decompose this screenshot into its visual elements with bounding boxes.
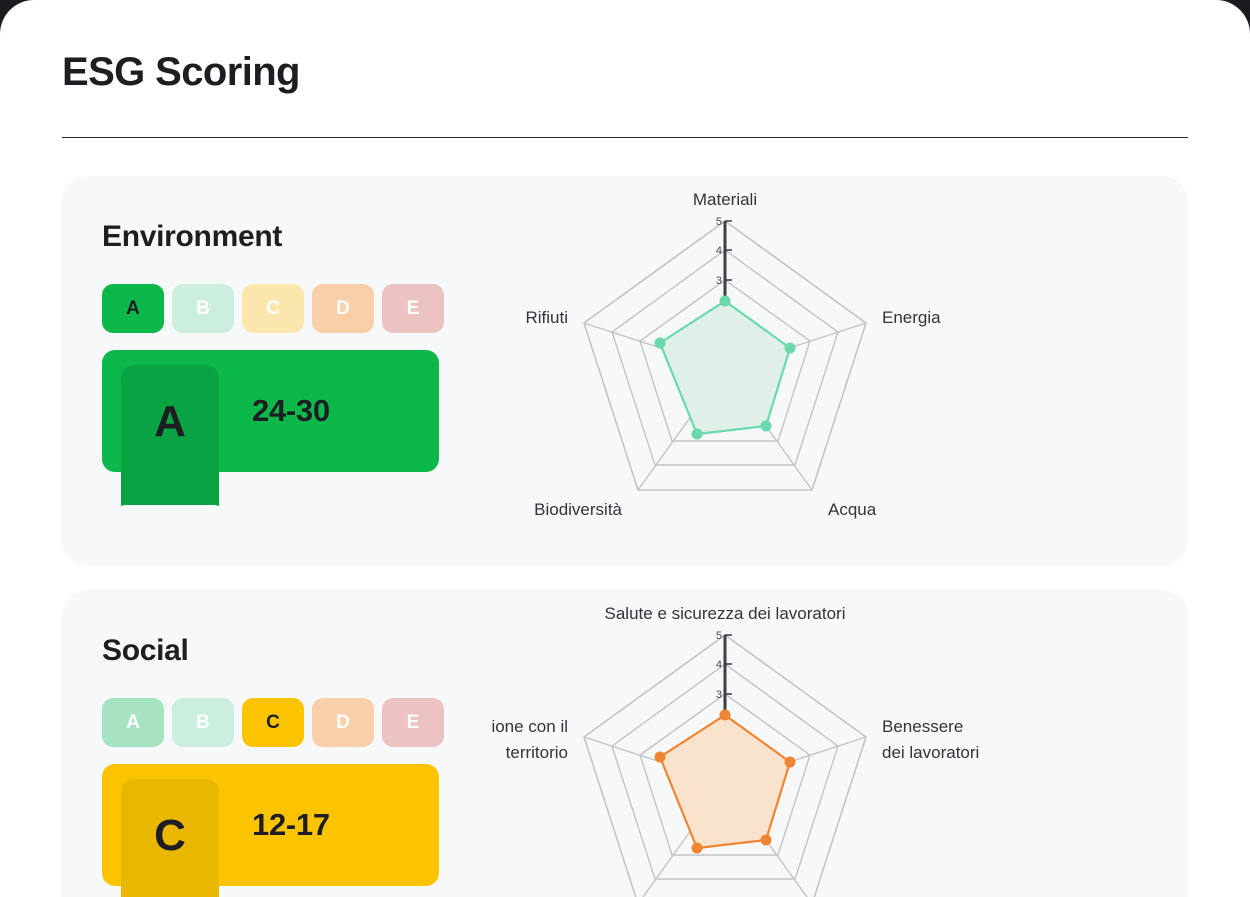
grade-pill-d[interactable]: D [312,698,374,747]
grade-pill-b[interactable]: B [172,284,234,333]
data-point-benessere [784,756,796,768]
page-header: ESG Scoring [0,0,1250,94]
data-point-energia [784,342,796,354]
grade-pill-b[interactable]: B [172,698,234,747]
data-point-materiali [719,295,731,307]
data-point-relazione-territorio [654,751,666,763]
social-score-range: 12-17 [252,807,330,842]
environment-title: Environment [102,220,283,253]
env-tick-4: 4 [716,245,722,257]
radar-axis-labels: Salute e sicurezza dei lavoratori Beness… [492,604,979,762]
axis-label-biodiversita: Biodiversità [534,500,622,519]
grade-pill-e[interactable]: E [382,284,444,333]
social-score-banner: C 12-17 [102,764,439,897]
social-card-left: Social A B C D E C 12-17 [62,590,492,897]
data-point-biodiversita [691,428,703,440]
grade-pill-d[interactable]: D [312,284,374,333]
axis-label-materiali: Materiali [693,190,757,209]
grade-pill-e[interactable]: E [382,698,444,747]
soc-tick-3: 3 [716,689,722,701]
social-title: Social [102,634,189,667]
data-point-acqua [760,420,772,432]
social-grade-row: A B C D E [102,698,492,747]
grade-pill-c[interactable]: C [242,698,304,747]
page-title: ESG Scoring [62,50,301,94]
axis-label-salute-sicurezza: Salute e sicurezza dei lavoratori [605,604,846,623]
environment-score-range: 24-30 [252,393,330,428]
axis-label-energia: Energia [882,308,941,327]
radar-series-social [654,709,796,854]
section-card-list: Environment A B C D E A 24-30 [0,138,1250,897]
social-card: Social A B C D E C 12-17 [62,590,1188,897]
environment-grade-row: A B C D E [102,284,492,333]
environment-radar-chart: 5 4 3 2 1 0 [492,176,1188,566]
data-point-axis-3 [760,834,772,846]
axis-label-benessere-line1: Benessere [882,717,963,736]
environment-score-banner: A 24-30 [102,350,439,505]
radar-axis-labels: Materiali Energia Acqua Biodiversità Rif… [525,190,941,519]
environment-card-left: Environment A B C D E A 24-30 [62,176,492,505]
grade-pill-a[interactable]: A [102,284,164,333]
grade-pill-c[interactable]: C [242,284,304,333]
environment-ribbon-letter: A [154,397,186,446]
social-card-right: 5 4 3 2 1 0 [492,590,1188,897]
social-grade-ribbon: C [121,779,219,897]
environment-radar-svg: 5 4 3 2 1 0 [525,190,941,519]
radar-series-environment [654,295,796,440]
env-tick-3: 3 [716,275,722,287]
environment-card-right: 5 4 3 2 1 0 [492,176,1188,566]
environment-grade-ribbon: A [121,365,219,505]
env-tick-5: 5 [716,216,722,228]
data-point-rifiuti [654,337,666,349]
data-point-salute-sicurezza [719,709,731,721]
social-radar-chart: 5 4 3 2 1 0 [492,590,1188,897]
environment-card: Environment A B C D E A 24-30 [62,176,1188,566]
social-radar-svg: 5 4 3 2 1 0 [492,604,979,897]
axis-label-relazione-line1: Relazione con il [492,717,568,736]
header-divider [62,137,1188,138]
axis-label-acqua: Acqua [828,500,877,519]
soc-tick-4: 4 [716,659,722,671]
grade-pill-a[interactable]: A [102,698,164,747]
axis-label-rifiuti: Rifiuti [525,308,568,327]
soc-tick-5: 5 [716,630,722,642]
data-point-axis-4 [691,842,703,854]
axis-label-relazione-line2: territorio [506,743,568,762]
social-ribbon-letter: C [154,811,186,860]
axis-label-benessere-line2: dei lavoratori [882,743,979,762]
